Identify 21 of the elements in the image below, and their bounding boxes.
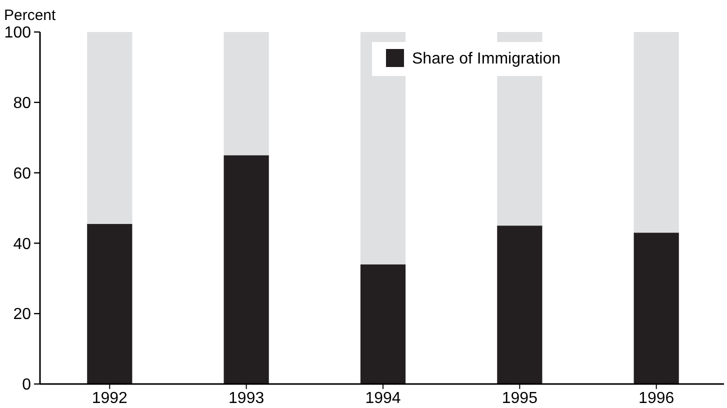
- y-tick-label: 0: [22, 376, 32, 394]
- bar: [87, 32, 132, 224]
- y-tick-label: 20: [13, 306, 32, 324]
- x-tick-label: 1995: [502, 390, 538, 407]
- legend-label: Share of Immigration: [412, 50, 561, 68]
- x-tick-label: 1993: [228, 390, 264, 407]
- y-tick-label: 40: [13, 236, 32, 253]
- y-tick-label: 60: [13, 165, 32, 182]
- x-tick-label: 1992: [92, 390, 128, 407]
- x-tick-label: 1994: [365, 390, 401, 407]
- bar: [634, 232, 679, 384]
- bar: [360, 264, 406, 384]
- y-axis-title: Percent: [4, 7, 57, 24]
- bar: [224, 155, 269, 384]
- bar: [87, 224, 132, 384]
- bar: [497, 226, 542, 384]
- y-tick-label: 100: [4, 24, 32, 42]
- bar: [224, 32, 269, 156]
- x-tick-label: 1996: [638, 390, 674, 407]
- bar: [634, 32, 679, 233]
- y-tick-label: 80: [13, 95, 32, 112]
